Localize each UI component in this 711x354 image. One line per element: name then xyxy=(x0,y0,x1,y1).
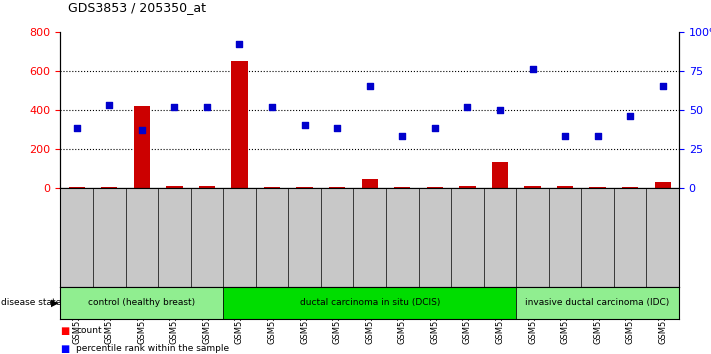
Bar xyxy=(166,185,183,188)
Bar xyxy=(60,287,223,319)
Bar xyxy=(557,185,573,188)
Bar xyxy=(296,187,313,188)
Bar xyxy=(394,187,410,188)
Point xyxy=(560,133,571,139)
Bar xyxy=(516,287,679,319)
Point xyxy=(461,104,473,109)
Text: disease state: disease state xyxy=(1,298,61,307)
Text: ■: ■ xyxy=(60,326,70,336)
Bar xyxy=(459,185,476,188)
Bar xyxy=(492,162,508,188)
Text: percentile rank within the sample: percentile rank within the sample xyxy=(76,344,229,353)
Text: count: count xyxy=(76,326,102,336)
Bar xyxy=(199,185,215,188)
Bar xyxy=(362,179,378,188)
Point xyxy=(397,133,408,139)
Bar xyxy=(68,187,85,188)
Bar xyxy=(524,185,540,188)
Point xyxy=(494,107,506,113)
Bar xyxy=(427,187,443,188)
Point xyxy=(592,133,604,139)
Text: invasive ductal carcinoma (IDC): invasive ductal carcinoma (IDC) xyxy=(525,298,670,307)
Point xyxy=(169,104,180,109)
Text: control (healthy breast): control (healthy breast) xyxy=(88,298,196,307)
Bar xyxy=(622,187,638,188)
Bar xyxy=(589,187,606,188)
Point xyxy=(429,126,441,131)
Point xyxy=(267,104,278,109)
Point xyxy=(234,41,245,47)
Point xyxy=(201,104,213,109)
Point xyxy=(364,84,375,89)
Bar xyxy=(329,187,346,188)
Point xyxy=(136,127,147,133)
Point xyxy=(331,126,343,131)
Point xyxy=(527,67,538,72)
Bar xyxy=(264,187,280,188)
Bar xyxy=(134,106,150,188)
Bar xyxy=(655,182,671,188)
Text: ▶: ▶ xyxy=(51,298,59,308)
Text: ductal carcinoma in situ (DCIS): ductal carcinoma in situ (DCIS) xyxy=(299,298,440,307)
Text: ■: ■ xyxy=(60,344,70,354)
Point xyxy=(657,84,668,89)
Point xyxy=(299,122,310,128)
Bar xyxy=(101,187,117,188)
Text: GDS3853 / 205350_at: GDS3853 / 205350_at xyxy=(68,1,205,14)
Bar xyxy=(223,287,516,319)
Point xyxy=(624,113,636,119)
Point xyxy=(71,126,82,131)
Point xyxy=(104,102,115,108)
Bar xyxy=(231,61,247,188)
